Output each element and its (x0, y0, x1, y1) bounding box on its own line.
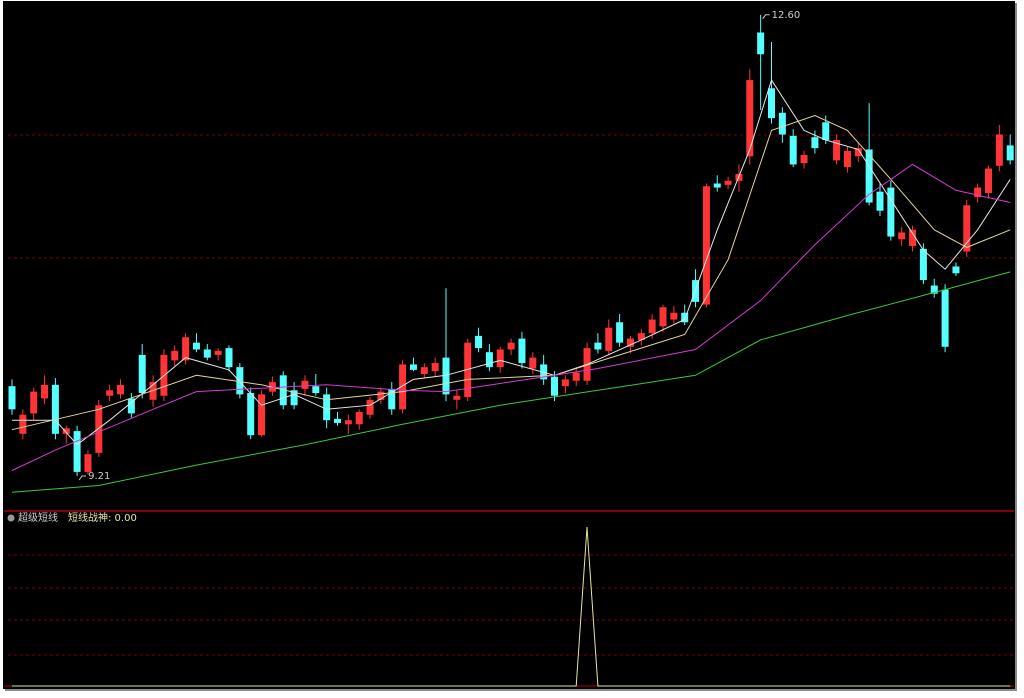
candle-body (854, 148, 862, 157)
candle-body (974, 187, 982, 198)
candle-body (594, 342, 602, 350)
candle-body (258, 394, 266, 436)
candle-body (290, 390, 298, 406)
annotation-pointer (762, 14, 770, 20)
candle-body (442, 357, 450, 395)
candle-body (985, 168, 992, 194)
candle-body (1006, 145, 1014, 161)
candle-body (995, 134, 1003, 166)
indicator-label: 短线战神: 0.00 (68, 511, 137, 524)
candle-body (388, 388, 396, 410)
candle-body (420, 367, 428, 374)
candle-body (833, 139, 841, 161)
candle-body (301, 380, 309, 389)
candle-body (323, 394, 331, 421)
candle-body (919, 248, 927, 281)
candle-body (377, 391, 385, 400)
candle-body (464, 342, 472, 398)
indicator-icon (7, 514, 15, 522)
candle-body (127, 398, 135, 414)
candle-body (670, 312, 678, 320)
candle-body (724, 180, 732, 185)
moving-average-line (11, 271, 1011, 493)
candle-body (214, 350, 222, 355)
candle-body (518, 338, 526, 364)
candle-body (681, 312, 689, 323)
candle-body (616, 322, 624, 343)
candle-body (659, 307, 667, 327)
candle-body (746, 80, 754, 157)
indicator-title: 超级短线 (18, 511, 58, 524)
candle-body (399, 364, 407, 410)
candle-body (84, 454, 92, 472)
candle-body (822, 122, 830, 140)
candle-body (941, 289, 949, 347)
candle-body (95, 405, 103, 453)
candle-body (637, 333, 645, 340)
candle-body (149, 382, 157, 400)
candle-body (648, 319, 656, 334)
annotation-label: 12.60 (772, 10, 801, 21)
candle-body (507, 342, 515, 350)
candle-body (898, 232, 906, 240)
candle-body (225, 348, 233, 368)
candle-body (702, 186, 710, 305)
candle-body (41, 384, 49, 399)
candle-body (73, 431, 81, 472)
candle-body (529, 357, 537, 369)
candle-body (8, 386, 16, 410)
candle-body (344, 420, 352, 425)
candle-body (138, 354, 146, 394)
candle-body (789, 135, 797, 165)
candle-body (551, 376, 558, 396)
candle-body (865, 149, 873, 203)
moving-average-line (11, 114, 1011, 431)
candle-body (952, 266, 960, 274)
candle-body (496, 349, 504, 368)
candle-body (778, 112, 786, 135)
candle-body (203, 349, 211, 358)
candle-body (757, 32, 765, 55)
candle-body (800, 154, 808, 164)
moving-average-line (11, 163, 1011, 471)
candle-body (19, 414, 27, 434)
annotation-label: 9.21 (88, 471, 110, 482)
candle-body (182, 337, 190, 361)
candle-body (312, 386, 320, 394)
candle-body (453, 395, 461, 400)
candle-body (963, 205, 971, 252)
candle-body (561, 379, 569, 387)
candle-body (887, 187, 895, 237)
candle-body (51, 384, 59, 434)
candle-body (106, 390, 114, 396)
candle-body (572, 372, 580, 381)
candle-body (247, 393, 255, 436)
candle-body (117, 384, 124, 395)
candle-body (236, 367, 244, 395)
candle-body (192, 342, 200, 350)
candle-body (431, 363, 439, 372)
candle-body (355, 412, 363, 425)
candle-body (713, 183, 721, 188)
candle-body (485, 352, 493, 368)
candle-body (626, 338, 634, 347)
candle-body (605, 327, 613, 351)
candle-body (334, 418, 341, 423)
candle-body (30, 391, 38, 414)
candle-body (768, 88, 775, 119)
annotation-pointer (78, 475, 87, 481)
candle-body (843, 150, 851, 168)
candle-body (475, 335, 483, 349)
candle-body (409, 364, 417, 370)
candle-body (876, 191, 884, 211)
candle-body (366, 399, 374, 415)
candle-body (62, 428, 70, 434)
indicator-line (12, 526, 1011, 687)
candle-body (909, 229, 917, 247)
candle-body (171, 350, 179, 361)
candle-body (930, 285, 938, 294)
candle-body (811, 137, 819, 149)
